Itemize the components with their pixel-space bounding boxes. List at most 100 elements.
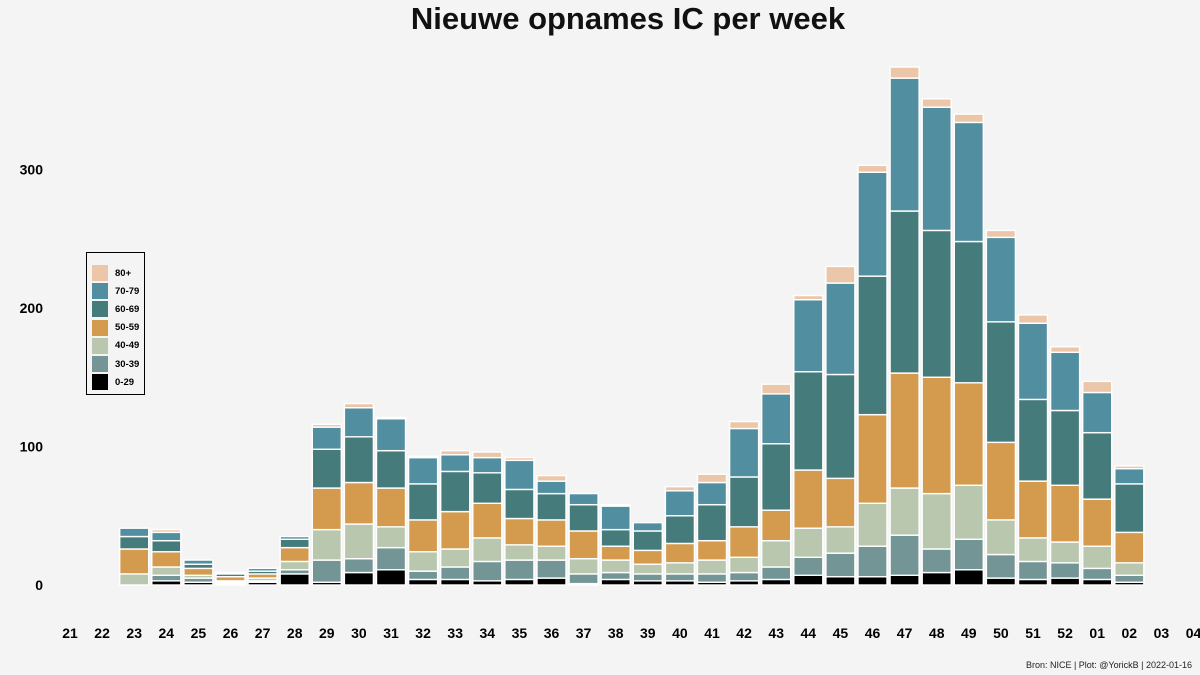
bar-segment-week-48-60-69: [921, 229, 952, 378]
bar-segment-week-45-70-79: [825, 282, 856, 376]
bar-segment-week-48-70-79: [921, 106, 952, 232]
bar-segment-week-35-30-39: [504, 559, 535, 581]
bar-segment-week-50-0-29: [985, 577, 1017, 586]
bar-segment-week-38-60-69: [600, 528, 631, 547]
bar-segment-week-25-70-79: [183, 559, 214, 565]
legend-swatch: [92, 283, 108, 300]
bar-segment-week-36-70-79: [536, 480, 567, 495]
bar-segment-week-36-80+: [536, 474, 567, 482]
bar-segment-week-42-80+: [728, 420, 760, 430]
bar-segment-week-25-50-59: [183, 567, 214, 577]
x-tick-label: 34: [480, 625, 496, 641]
bar-segment-week-47-0-29: [889, 574, 920, 586]
y-tick-label: 100: [20, 439, 44, 455]
bar-segment-week-32-50-59: [407, 519, 439, 553]
bar-segment-week-46-0-29: [857, 575, 888, 586]
bar-segment-week-46-70-79: [857, 171, 888, 277]
bar-segment-week-41-40-49: [696, 559, 728, 575]
bar-segment-week-48-50-59: [921, 376, 952, 495]
bar-segment-week-46-60-69: [857, 275, 888, 416]
x-tick-label: 02: [1122, 625, 1138, 641]
bar-segment-week-31-40-49: [375, 526, 407, 549]
bar-segment-week-51-30-39: [1017, 560, 1049, 581]
bar-segment-week-01-0-29: [1081, 578, 1113, 586]
bar-segment-week-34-80+: [472, 451, 503, 459]
bar-segment-week-31-70-79: [375, 418, 407, 452]
x-tick-label: 52: [1057, 625, 1073, 641]
bar-segment-week-51-0-29: [1017, 578, 1049, 586]
bar-segment-week-45-50-59: [825, 477, 856, 528]
bar-segment-week-30-30-39: [343, 557, 375, 574]
source-caption: Bron: NICE | Plot: @YorickB | 2022-01-16: [1025, 660, 1192, 670]
bar-segment-week-35-50-59: [504, 517, 535, 546]
bar-segment-week-45-30-39: [825, 552, 856, 578]
legend-swatch: [92, 301, 108, 318]
bar-segment-week-32-40-49: [407, 551, 439, 572]
bar-segment-week-31-50-59: [375, 487, 407, 528]
bar-segment-week-30-0-29: [343, 571, 375, 586]
bar-segment-week-50-30-39: [985, 553, 1017, 579]
legend-swatch: [92, 265, 108, 281]
bar-segment-week-36-40-49: [536, 545, 567, 561]
legend-swatch: [92, 319, 108, 336]
legend-swatch: [92, 337, 108, 354]
bar-segment-week-28-50-59: [279, 546, 310, 563]
bar-segment-week-46-50-59: [857, 413, 888, 504]
y-tick-label: 300: [20, 162, 44, 178]
bar-segment-week-41-60-69: [696, 503, 728, 542]
bar-segment-week-23-40-49: [118, 573, 150, 586]
x-tick-label: 49: [961, 625, 977, 641]
bar-segment-week-36-0-29: [536, 577, 567, 586]
x-tick-label: 04: [1186, 625, 1200, 641]
x-tick-label: 46: [865, 625, 881, 641]
legend-item-60-69: 60-69: [92, 301, 140, 318]
bar-segment-week-37-30-39: [568, 573, 599, 585]
bar-segment-week-44-40-49: [793, 527, 824, 559]
bar-segment-week-46-40-49: [857, 502, 888, 547]
bar-segment-week-42-40-49: [728, 556, 760, 574]
bar-segment-week-31-0-29: [375, 569, 407, 586]
bar-segment-week-33-60-69: [440, 470, 471, 513]
bar-segment-week-35-0-29: [504, 578, 535, 586]
bar-segment-week-29-40-49: [311, 528, 342, 561]
bar-segment-week-02-50-59: [1114, 531, 1145, 564]
bar-segment-week-24-60-69: [151, 539, 182, 553]
bar-segment-week-33-50-59: [440, 510, 471, 550]
legend-label: 60-69: [115, 303, 140, 315]
x-tick-label: 42: [736, 625, 752, 641]
bar-segment-week-38-50-59: [600, 545, 631, 561]
x-tick-label: 22: [94, 625, 110, 641]
x-tick-label: 36: [544, 625, 560, 641]
bar-segment-week-26-70-79: [215, 571, 246, 575]
bar-segment-week-52-80+: [1049, 346, 1081, 354]
bar-segment-week-29-30-39: [311, 559, 342, 583]
bar-segment-week-47-60-69: [889, 210, 920, 374]
bar-segment-week-02-70-79: [1114, 467, 1145, 485]
x-tick-label: 50: [993, 625, 1009, 641]
bar-segment-week-32-30-39: [407, 570, 439, 581]
bar-segment-week-46-80+: [857, 164, 888, 173]
bar-segment-week-30-80+: [343, 402, 375, 409]
bar-segment-week-45-60-69: [825, 373, 856, 480]
bar-segment-week-44-80+: [793, 294, 824, 301]
legend-item-40-49: 40-49: [92, 337, 139, 354]
bar-segment-week-38-40-49: [600, 559, 631, 574]
legend-item-50-59: 50-59: [92, 319, 139, 336]
bar-segment-week-44-60-69: [793, 371, 824, 471]
bar-segment-week-49-70-79: [953, 121, 984, 243]
bar-segment-week-40-50-59: [664, 542, 696, 564]
bar-segment-week-39-50-59: [632, 549, 663, 565]
bar-segment-week-28-70-79: [279, 535, 310, 540]
bar-segment-week-43-60-69: [761, 443, 792, 511]
bar-segment-week-44-70-79: [793, 298, 824, 373]
bar-segment-week-39-60-69: [632, 530, 663, 552]
bar-segment-week-33-80+: [440, 449, 471, 456]
chart-legend: 80+ 70-79 60-69 50-59 40-49 30-39 0-29: [86, 252, 145, 395]
bar-segment-week-24-80+: [151, 528, 182, 534]
bar-segment-week-51-50-59: [1017, 480, 1049, 539]
x-tick-label: 27: [255, 625, 271, 641]
bar-segment-week-23-50-59: [118, 548, 150, 575]
bar-segment-week-52-40-49: [1049, 541, 1081, 564]
bar-segment-week-42-50-59: [728, 526, 760, 559]
